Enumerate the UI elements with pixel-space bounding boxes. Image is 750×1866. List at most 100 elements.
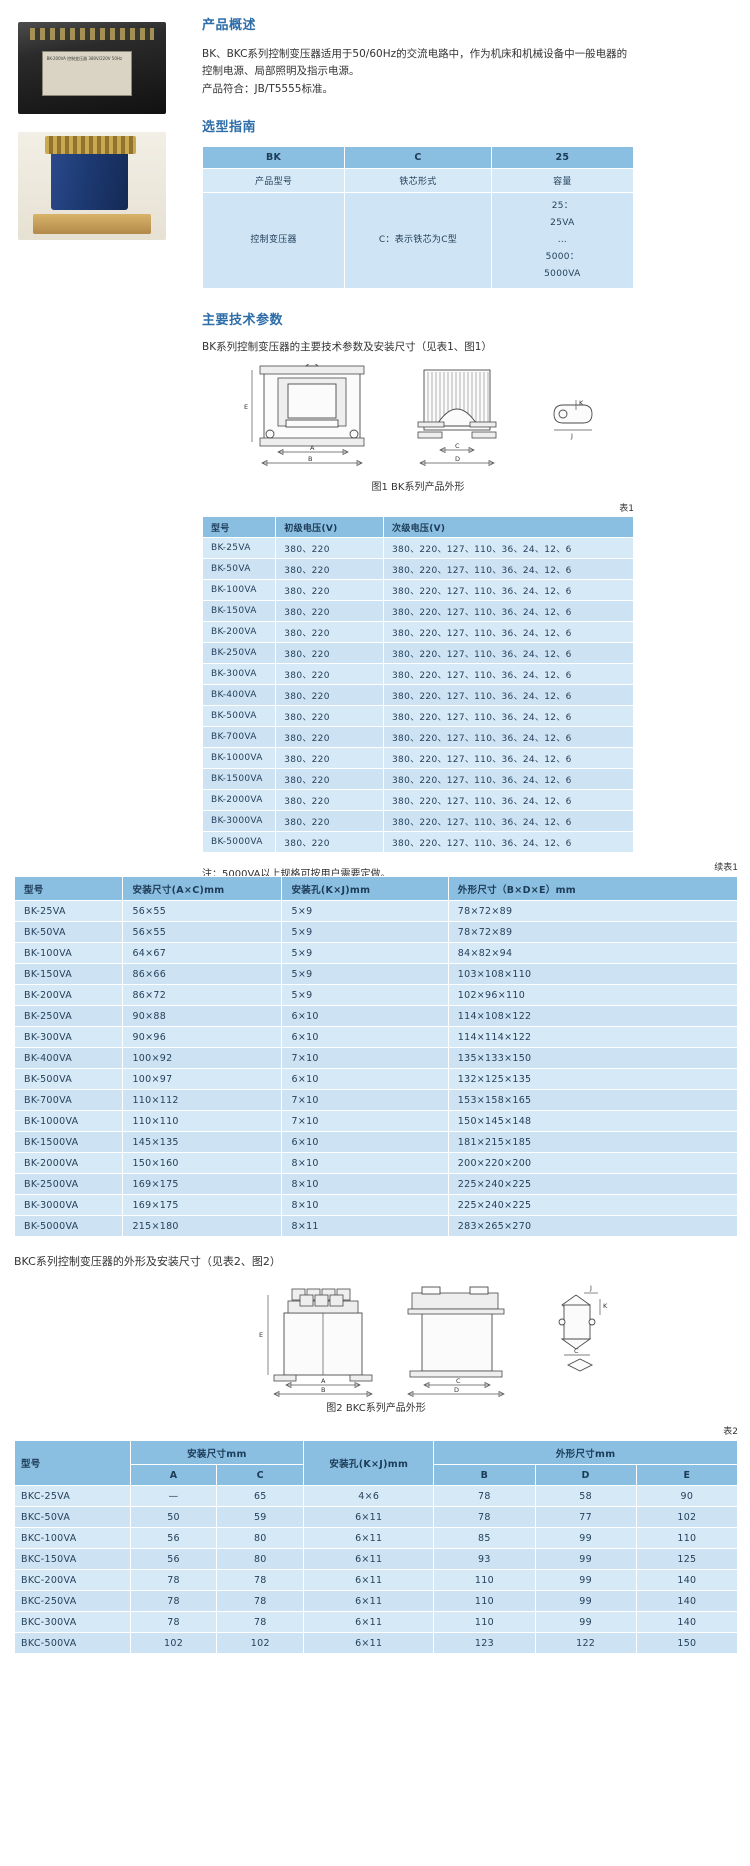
t1-header-secondary-voltage: 次级电压(V) [383, 516, 634, 539]
cell-secondary-voltage: 380、220、127、110、36、24、12、6 [383, 705, 634, 728]
cell-D: 99 [534, 1569, 637, 1592]
cell-primary-voltage: 380、220 [275, 684, 385, 707]
cell-primary-voltage: 380、220 [275, 810, 385, 833]
cell-D: 99 [534, 1590, 637, 1613]
cell-secondary-voltage: 380、220、127、110、36、24、12、6 [383, 600, 634, 623]
cell-outline-size: 103×108×110 [447, 963, 739, 985]
cell-mounting-size: 100×92 [122, 1047, 283, 1069]
cell-primary-voltage: 380、220 [275, 789, 385, 812]
cell-mounting-hole: 8×10 [281, 1152, 449, 1174]
table-row: BK-400VA 380、220 380、220、127、110、36、24、12、… [201, 684, 634, 707]
cell-D: 77 [534, 1506, 637, 1529]
cell-model: BK-200VA [13, 984, 124, 1006]
cell-mounting-hole: 6×11 [303, 1569, 435, 1592]
cell-D: 99 [534, 1548, 637, 1571]
cell-A: 50 [129, 1506, 218, 1529]
cell-model: BK-5000VA [201, 831, 277, 854]
cell-model: BK-400VA [201, 684, 277, 707]
overview-paragraph-1: BK、BKC系列控制变压器适用于50/60Hz的交流电路中，作为机床和机械设备中… [202, 48, 628, 78]
table-row: BK-100VA 380、220 380、220、127、110、36、24、12、… [201, 579, 634, 602]
cell-A: — [129, 1485, 218, 1508]
product-photo-bk: BK-200VA 控制变压器 380V/220V 50Hz [18, 22, 166, 114]
cell-mounting-size: 215×180 [122, 1215, 283, 1237]
guide-desc-capacity: 25： 25VA … 5000： 5000VA [490, 191, 635, 289]
cell-C: 78 [216, 1569, 305, 1592]
table1-technical-parameters: 型号 初级电压(V) 次级电压(V) BK-25VA 380、220 380、220… [201, 516, 634, 854]
cell-mounting-hole: 7×10 [281, 1110, 449, 1132]
cell-model: BK-150VA [13, 963, 124, 985]
table-row: BK-25VA 380、220 380、220、127、110、36、24、12、6 [201, 537, 634, 560]
guide-header-model: BK [201, 145, 346, 169]
table-row: BK-150VA 380、220 380、220、127、110、36、24、12、… [201, 600, 634, 623]
cell-mounting-size: 169×175 [122, 1194, 283, 1216]
cell-model: BK-1500VA [201, 768, 277, 791]
figure1-dim-B: B [308, 455, 312, 463]
figure1-dim-J: J [570, 432, 573, 440]
cell-primary-voltage: 380、220 [275, 642, 385, 665]
cell-mounting-size: 56×55 [122, 900, 283, 922]
cell-model: BK-700VA [13, 1089, 124, 1111]
cell-model: BKC-25VA [14, 1485, 131, 1508]
table-row: BK-1000VA 380、220 380、220、127、110、36、24、12… [201, 747, 634, 770]
cell-D: 99 [534, 1527, 637, 1550]
t1-header-model: 型号 [201, 516, 277, 539]
cell-D: 122 [534, 1632, 637, 1655]
cell-mounting-hole: 6×11 [303, 1590, 435, 1613]
section-title-tech-params: 主要技术参数 [202, 312, 284, 328]
transformer-core-shape [50, 142, 128, 210]
cell-mounting-size: 110×112 [122, 1089, 283, 1111]
cell-A: 78 [129, 1611, 218, 1634]
cell-outline-size: 200×220×200 [447, 1152, 739, 1174]
cell-model: BK-3000VA [13, 1194, 124, 1216]
cell-mounting-size: 100×97 [122, 1068, 283, 1090]
capacity-line-1: 25： [551, 200, 574, 211]
nameplate-text: BK-200VA 控制变压器 380V/220V 50Hz [46, 56, 122, 62]
cell-model: BK-250VA [201, 642, 277, 665]
cell-model: BKC-300VA [14, 1611, 131, 1634]
capacity-line-5: 5000VA [544, 269, 581, 280]
cell-C: 78 [216, 1590, 305, 1613]
cell-mounting-hole: 6×11 [303, 1548, 435, 1571]
cell-secondary-voltage: 380、220、127、110、36、24、12、6 [383, 558, 634, 581]
cell-outline-size: 78×72×89 [447, 921, 739, 943]
cell-model: BK-50VA [201, 558, 277, 581]
transformer-coil-shape [44, 136, 137, 154]
cell-model: BK-100VA [201, 579, 277, 602]
figure2-dim-A: A [321, 1377, 326, 1385]
cell-mounting-hole: 6×10 [281, 1026, 449, 1048]
cell-model: BK-50VA [13, 921, 124, 943]
cell-A: 56 [129, 1527, 218, 1550]
cell-model: BK-200VA [201, 621, 277, 644]
cell-primary-voltage: 380、220 [275, 537, 385, 560]
t2-header-mounting-hole: 安装孔(K×J)mm [303, 1440, 435, 1487]
cell-B: 78 [433, 1506, 536, 1529]
table-row: BK-200VA 380、220 380、220、127、110、36、24、12、… [201, 621, 634, 644]
content-column: 产品概述 BK、BKC系列控制变压器适用于50/60Hz的交流电路中，作为机床和… [201, 14, 635, 880]
wide-column: 续表1 型号 安装尺寸(A×C)mm 安装孔(K×J)mm 外形尺寸（B×D×E… [13, 860, 739, 1655]
table-row: BK-1500VA 380、220 380、220、127、110、36、24、12… [201, 768, 634, 791]
cell-A: 102 [129, 1632, 218, 1655]
product-photo-bkc [18, 132, 166, 240]
guide-sub-capacity: 容量 [490, 167, 635, 193]
table1-cont-label: 续表1 [714, 863, 738, 873]
bkc-intro: BKC系列控制变压器的外形及安装尺寸（见表2、图2） [14, 1255, 281, 1268]
table-row: BKC-25VA —65 4×6 78 58 90 [14, 1485, 739, 1508]
cell-mounting-size: 169×175 [122, 1173, 283, 1195]
table1-body: BK-25VA 380、220 380、220、127、110、36、24、12、6… [201, 537, 634, 854]
figure1-dim-A: A [310, 444, 315, 452]
cell-mounting-hole: 5×9 [281, 984, 449, 1006]
cell-model: BKC-500VA [14, 1632, 131, 1655]
cell-E: 140 [635, 1569, 739, 1592]
cell-secondary-voltage: 380、220、127、110、36、24、12、6 [383, 789, 634, 812]
t2-subheader-C: C [216, 1464, 305, 1487]
cell-secondary-voltage: 380、220、127、110、36、24、12、6 [383, 747, 634, 770]
cell-model: BKC-250VA [14, 1590, 131, 1613]
tech-params-intro: BK系列控制变压器的主要技术参数及安装尺寸（见表1、图1） [202, 340, 492, 353]
t1b-header-mounting-size: 安装尺寸(A×C)mm [122, 876, 283, 901]
table-row: BK-50VA 380、220 380、220、127、110、36、24、12、6 [201, 558, 634, 581]
t2-header-mounting-size: 安装尺寸mm [129, 1440, 305, 1466]
cell-B: 123 [433, 1632, 536, 1655]
cell-mounting-hole: 8×10 [281, 1173, 449, 1195]
table-row: BKC-50VA 50 59 6×11 78 77 102 [14, 1506, 739, 1529]
overview-paragraph-2: 产品符合：JB/T5555标准。 [202, 82, 333, 95]
